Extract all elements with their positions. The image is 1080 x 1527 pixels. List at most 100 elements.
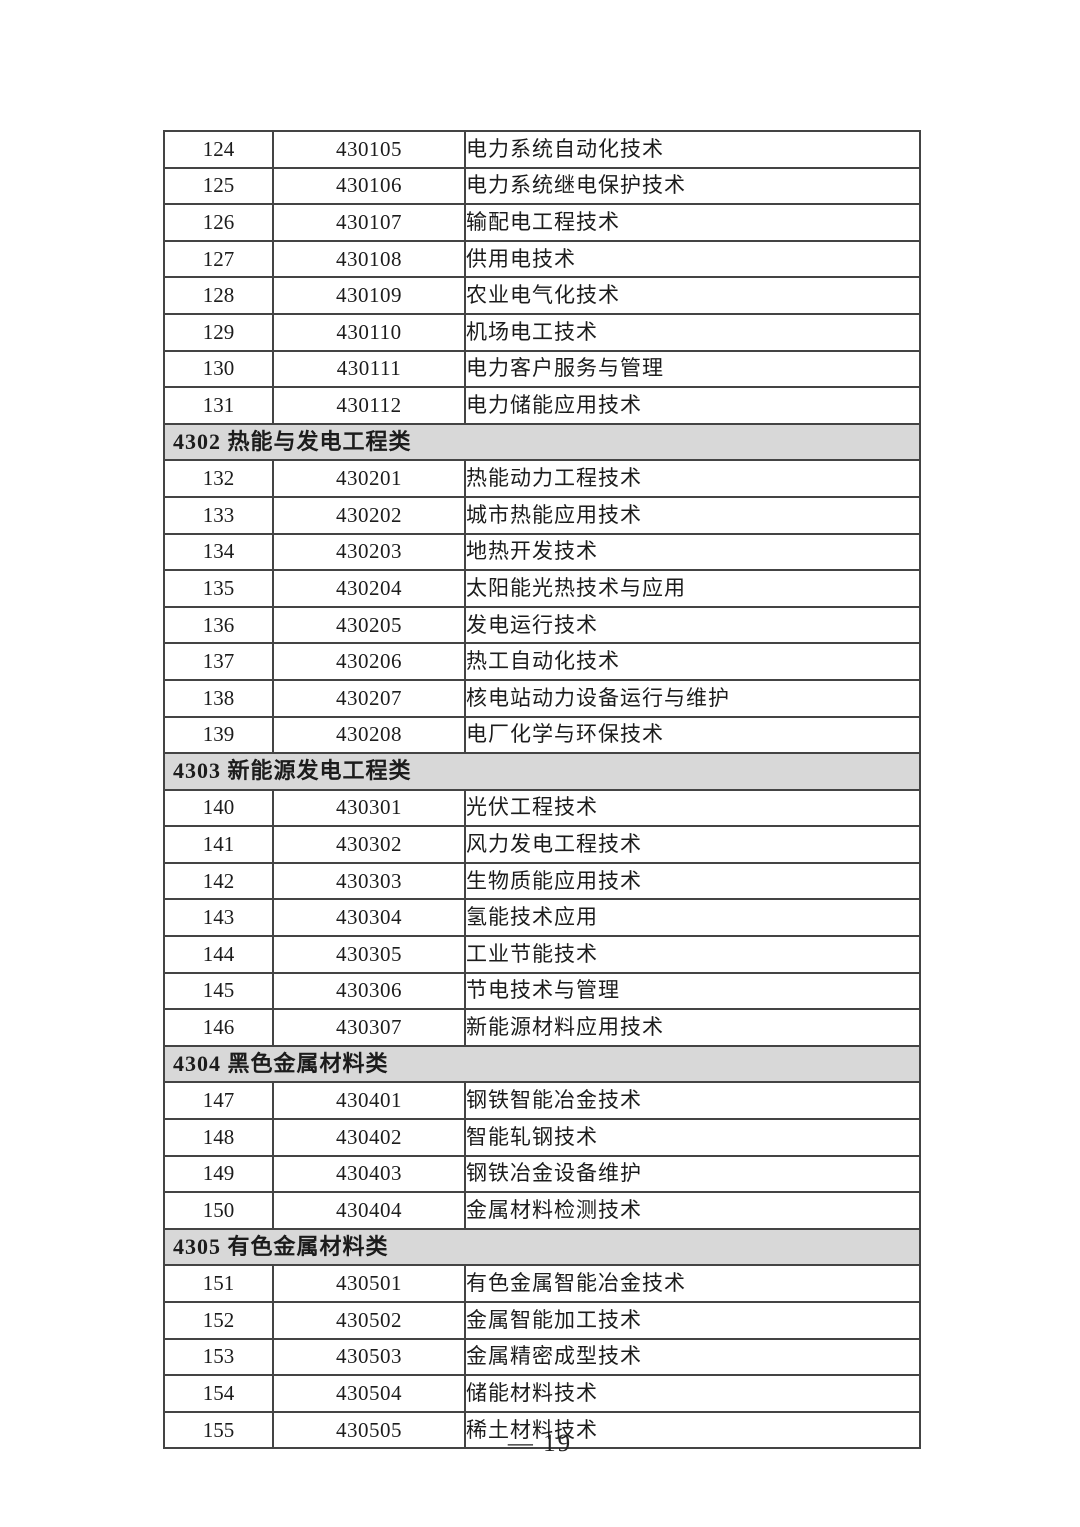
row-code-cell: 430208 bbox=[272, 715, 466, 755]
table-row: 144 430305 工业节能技术 bbox=[163, 935, 921, 974]
table-row: 152 430502 金属智能加工技术 bbox=[163, 1301, 921, 1340]
table-row: 140 430301 光伏工程技术 bbox=[163, 788, 921, 828]
row-code-cell: 430109 bbox=[272, 276, 466, 315]
row-code-cell: 430105 bbox=[272, 130, 466, 169]
majors-table: 124 430105 电力系统自动化技术 125 430106 电力系统继电保护技术 126… bbox=[163, 130, 921, 1450]
row-code-cell: 430403 bbox=[272, 1154, 466, 1194]
table-row: 147 430401 钢铁智能冶金技术 bbox=[163, 1081, 921, 1121]
row-seq-cell: 134 bbox=[163, 532, 274, 572]
table-row: 134 430203 地热开发技术 bbox=[163, 532, 921, 572]
row-name-cell: 电力客户服务与管理 bbox=[464, 349, 921, 389]
table-row: 148 430402 智能轧钢技术 bbox=[163, 1118, 921, 1157]
row-seq-cell: 136 bbox=[163, 605, 274, 645]
table-row: 145 430306 节电技术与管理 bbox=[163, 971, 921, 1011]
table-row: 133 430202 城市热能应用技术 bbox=[163, 495, 921, 535]
row-seq-cell: 144 bbox=[163, 935, 274, 974]
row-name-cell: 智能轧钢技术 bbox=[464, 1118, 921, 1157]
table-row: 154 430504 储能材料技术 bbox=[163, 1374, 921, 1413]
page-number: — 19 bbox=[507, 1430, 573, 1457]
row-seq-cell: 133 bbox=[163, 495, 274, 535]
row-seq-cell: 146 bbox=[163, 1008, 274, 1047]
row-name-cell: 节电技术与管理 bbox=[464, 971, 921, 1011]
table-row: 126 430107 输配电工程技术 bbox=[163, 203, 921, 242]
row-name-cell: 新能源材料应用技术 bbox=[464, 1008, 921, 1047]
row-code-cell: 430108 bbox=[272, 239, 466, 279]
row-code-cell: 430112 bbox=[272, 386, 466, 425]
row-seq-cell: 151 bbox=[163, 1264, 274, 1303]
table-row: 135 430204 太阳能光热技术与应用 bbox=[163, 569, 921, 608]
row-seq-cell: 135 bbox=[163, 569, 274, 608]
section-header-label: 4305 有色金属材料类 bbox=[163, 1227, 921, 1267]
row-name-cell: 有色金属智能冶金技术 bbox=[464, 1264, 921, 1303]
row-name-cell: 氢能技术应用 bbox=[464, 898, 921, 938]
row-seq-cell: 132 bbox=[163, 459, 274, 498]
row-code-cell: 430503 bbox=[272, 1337, 466, 1377]
table-row: 124 430105 电力系统自动化技术 bbox=[163, 130, 921, 169]
table-row: 141 430302 风力发电工程技术 bbox=[163, 825, 921, 864]
row-code-cell: 430106 bbox=[272, 166, 466, 206]
row-seq-cell: 131 bbox=[163, 386, 274, 425]
row-code-cell: 430304 bbox=[272, 898, 466, 938]
row-name-cell: 机场电工技术 bbox=[464, 312, 921, 352]
row-seq-cell: 124 bbox=[163, 130, 274, 169]
table-row: 125 430106 电力系统继电保护技术 bbox=[163, 166, 921, 206]
row-code-cell: 430203 bbox=[272, 532, 466, 572]
table-row: 137 430206 热工自动化技术 bbox=[163, 642, 921, 681]
row-seq-cell: 147 bbox=[163, 1081, 274, 1121]
row-name-cell: 热工自动化技术 bbox=[464, 642, 921, 681]
row-code-cell: 430306 bbox=[272, 971, 466, 1011]
row-seq-cell: 155 bbox=[163, 1410, 274, 1450]
row-code-cell: 430404 bbox=[272, 1191, 466, 1230]
row-code-cell: 430301 bbox=[272, 788, 466, 828]
row-code-cell: 430305 bbox=[272, 935, 466, 974]
row-code-cell: 430111 bbox=[272, 349, 466, 389]
section-header-row: 4304 黑色金属材料类 bbox=[163, 1044, 921, 1084]
row-seq-cell: 129 bbox=[163, 312, 274, 352]
table-row: 138 430207 核电站动力设备运行与维护 bbox=[163, 678, 921, 718]
table-row: 136 430205 发电运行技术 bbox=[163, 605, 921, 645]
row-code-cell: 430201 bbox=[272, 459, 466, 498]
row-code-cell: 430504 bbox=[272, 1374, 466, 1413]
row-name-cell: 电力系统继电保护技术 bbox=[464, 166, 921, 206]
table-row: 149 430403 钢铁冶金设备维护 bbox=[163, 1154, 921, 1194]
row-code-cell: 430501 bbox=[272, 1264, 466, 1303]
row-name-cell: 工业节能技术 bbox=[464, 935, 921, 974]
row-name-cell: 光伏工程技术 bbox=[464, 788, 921, 828]
row-name-cell: 储能材料技术 bbox=[464, 1374, 921, 1413]
table-row: 139 430208 电厂化学与环保技术 bbox=[163, 715, 921, 755]
section-header-row: 4303 新能源发电工程类 bbox=[163, 752, 921, 791]
row-code-cell: 430202 bbox=[272, 495, 466, 535]
table-row: 127 430108 供用电技术 bbox=[163, 239, 921, 279]
table-row: 131 430112 电力储能应用技术 bbox=[163, 386, 921, 425]
row-seq-cell: 139 bbox=[163, 715, 274, 755]
row-name-cell: 生物质能应用技术 bbox=[464, 861, 921, 901]
section-header-label: 4302 热能与发电工程类 bbox=[163, 422, 921, 462]
row-seq-cell: 126 bbox=[163, 203, 274, 242]
row-code-cell: 430402 bbox=[272, 1118, 466, 1157]
table-row: 129 430110 机场电工技术 bbox=[163, 312, 921, 352]
table-row: 150 430404 金属材料检测技术 bbox=[163, 1191, 921, 1230]
table-row: 143 430304 氢能技术应用 bbox=[163, 898, 921, 938]
table-row: 151 430501 有色金属智能冶金技术 bbox=[163, 1264, 921, 1303]
row-seq-cell: 127 bbox=[163, 239, 274, 279]
row-seq-cell: 148 bbox=[163, 1118, 274, 1157]
majors-table-body: 124 430105 电力系统自动化技术 125 430106 电力系统继电保护技术 126… bbox=[163, 130, 921, 1450]
row-name-cell: 太阳能光热技术与应用 bbox=[464, 569, 921, 608]
row-seq-cell: 145 bbox=[163, 971, 274, 1011]
row-code-cell: 430207 bbox=[272, 678, 466, 718]
row-code-cell: 430401 bbox=[272, 1081, 466, 1121]
row-seq-cell: 128 bbox=[163, 276, 274, 315]
row-seq-cell: 125 bbox=[163, 166, 274, 206]
row-seq-cell: 154 bbox=[163, 1374, 274, 1413]
table-row: 132 430201 热能动力工程技术 bbox=[163, 459, 921, 498]
row-code-cell: 430307 bbox=[272, 1008, 466, 1047]
row-name-cell: 金属精密成型技术 bbox=[464, 1337, 921, 1377]
table-row: 128 430109 农业电气化技术 bbox=[163, 276, 921, 315]
row-code-cell: 430204 bbox=[272, 569, 466, 608]
row-name-cell: 供用电技术 bbox=[464, 239, 921, 279]
row-code-cell: 430110 bbox=[272, 312, 466, 352]
row-seq-cell: 142 bbox=[163, 861, 274, 901]
section-header-row: 4305 有色金属材料类 bbox=[163, 1227, 921, 1267]
row-name-cell: 输配电工程技术 bbox=[464, 203, 921, 242]
row-name-cell: 风力发电工程技术 bbox=[464, 825, 921, 864]
